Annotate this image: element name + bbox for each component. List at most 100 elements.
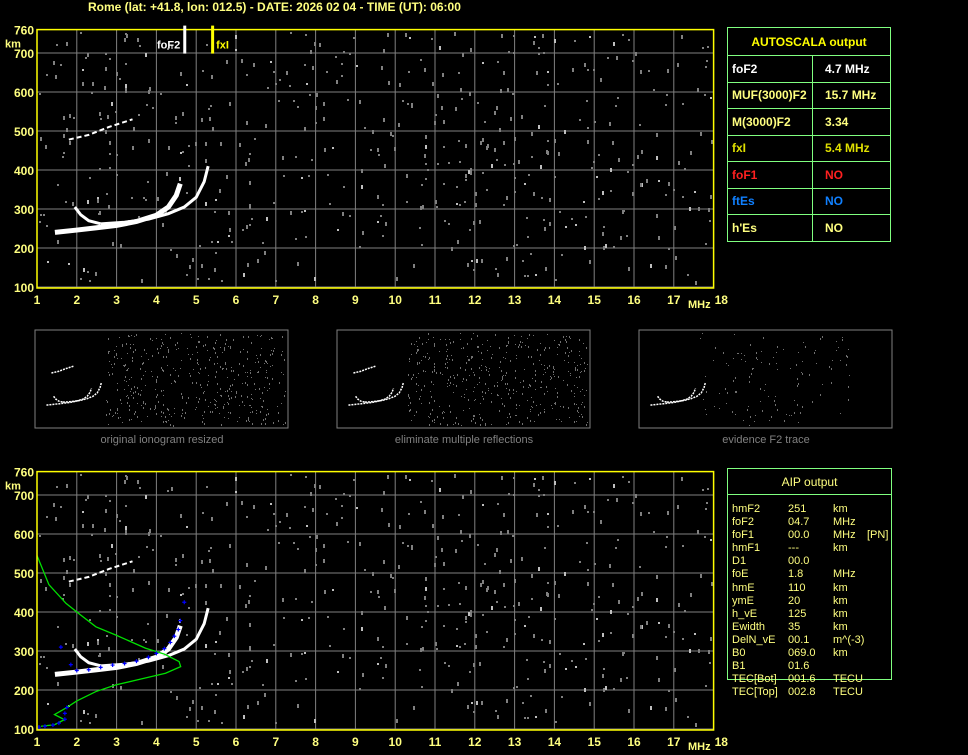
noise-echo bbox=[398, 565, 400, 569]
noise-echo bbox=[409, 358, 410, 360]
noise-echo bbox=[447, 367, 448, 369]
noise-echo bbox=[687, 274, 689, 276]
noise-echo bbox=[416, 383, 417, 385]
noise-echo bbox=[284, 359, 285, 361]
noise-echo bbox=[405, 475, 407, 479]
noise-echo bbox=[228, 653, 230, 657]
noise-echo bbox=[180, 368, 181, 369]
noise-echo bbox=[323, 544, 325, 548]
noise-echo bbox=[249, 595, 251, 597]
noise-echo bbox=[501, 380, 502, 381]
noise-echo bbox=[413, 374, 414, 376]
electron-density-profile bbox=[36, 555, 182, 727]
noise-echo bbox=[658, 622, 660, 624]
noise-echo bbox=[186, 402, 187, 404]
noise-echo bbox=[257, 372, 258, 373]
noise-echo bbox=[175, 558, 177, 562]
noise-echo bbox=[419, 669, 421, 671]
noise-echo bbox=[394, 147, 396, 151]
aip-param: TEC[Bot] bbox=[732, 673, 777, 686]
noise-echo bbox=[166, 356, 167, 358]
noise-echo bbox=[138, 114, 140, 116]
noise-echo bbox=[616, 498, 618, 502]
noise-echo bbox=[278, 420, 279, 422]
noise-echo bbox=[281, 355, 282, 356]
noise-echo bbox=[327, 174, 329, 176]
noise-echo bbox=[470, 168, 472, 172]
aip-value: 001.6 bbox=[788, 673, 816, 686]
noise-echo bbox=[160, 535, 162, 537]
noise-echo bbox=[750, 416, 751, 418]
noise-echo bbox=[332, 589, 334, 591]
noise-echo bbox=[239, 405, 240, 406]
noise-echo bbox=[551, 377, 552, 379]
noise-echo bbox=[620, 236, 622, 240]
noise-echo bbox=[425, 577, 427, 581]
noise-echo bbox=[535, 389, 536, 390]
noise-echo bbox=[524, 275, 526, 277]
noise-echo bbox=[229, 102, 231, 106]
noise-echo bbox=[487, 350, 488, 351]
noise-echo bbox=[421, 626, 423, 628]
noise-echo bbox=[131, 388, 132, 390]
noise-echo bbox=[477, 335, 478, 337]
noise-echo bbox=[538, 489, 540, 491]
noise-echo bbox=[432, 371, 433, 373]
noise-echo bbox=[275, 722, 277, 724]
noise-echo bbox=[502, 378, 503, 380]
noise-echo bbox=[179, 177, 181, 181]
aip-point bbox=[86, 667, 91, 672]
noise-echo bbox=[246, 225, 248, 229]
noise-echo bbox=[47, 703, 49, 705]
noise-echo bbox=[442, 412, 443, 413]
noise-echo bbox=[247, 396, 248, 398]
noise-echo bbox=[556, 419, 557, 420]
param-label: MUF(3000)F2 bbox=[727, 81, 813, 109]
noise-echo bbox=[600, 78, 602, 82]
noise-echo bbox=[249, 204, 251, 208]
noise-echo bbox=[265, 360, 266, 362]
noise-echo bbox=[763, 337, 764, 339]
x-tick-label: 17 bbox=[667, 735, 681, 749]
noise-echo bbox=[170, 249, 172, 251]
noise-echo bbox=[846, 364, 847, 366]
noise-echo bbox=[242, 671, 244, 673]
noise-echo bbox=[215, 400, 216, 401]
noise-echo bbox=[119, 520, 121, 522]
noise-echo bbox=[173, 368, 174, 369]
noise-echo bbox=[87, 713, 89, 715]
aip-param: h_vE bbox=[732, 607, 758, 620]
noise-echo bbox=[425, 145, 427, 149]
noise-echo bbox=[446, 358, 447, 360]
noise-echo bbox=[433, 384, 434, 385]
noise-echo bbox=[581, 358, 582, 359]
noise-echo bbox=[197, 362, 198, 364]
noise-echo bbox=[411, 343, 412, 345]
noise-echo bbox=[533, 41, 535, 45]
noise-echo bbox=[741, 353, 742, 354]
noise-echo bbox=[182, 593, 184, 595]
noise-echo bbox=[429, 357, 430, 359]
noise-echo bbox=[596, 618, 598, 620]
noise-echo bbox=[465, 144, 467, 148]
noise-echo bbox=[205, 584, 207, 588]
noise-echo bbox=[687, 716, 689, 718]
noise-echo bbox=[230, 385, 231, 387]
noise-echo bbox=[124, 380, 125, 381]
noise-echo bbox=[220, 142, 222, 146]
noise-echo bbox=[149, 529, 151, 533]
noise-echo bbox=[385, 664, 387, 668]
noise-echo bbox=[227, 390, 228, 392]
noise-echo bbox=[583, 643, 585, 645]
x-tick-label: 13 bbox=[508, 293, 522, 307]
noise-echo bbox=[445, 363, 446, 365]
noise-echo bbox=[513, 494, 515, 496]
noise-echo bbox=[760, 401, 761, 402]
noise-echo bbox=[809, 374, 810, 375]
noise-echo bbox=[311, 601, 313, 603]
noise-echo bbox=[527, 400, 528, 401]
noise-echo bbox=[165, 210, 167, 214]
noise-echo bbox=[535, 374, 536, 376]
noise-echo bbox=[248, 336, 249, 338]
noise-echo bbox=[539, 360, 540, 361]
